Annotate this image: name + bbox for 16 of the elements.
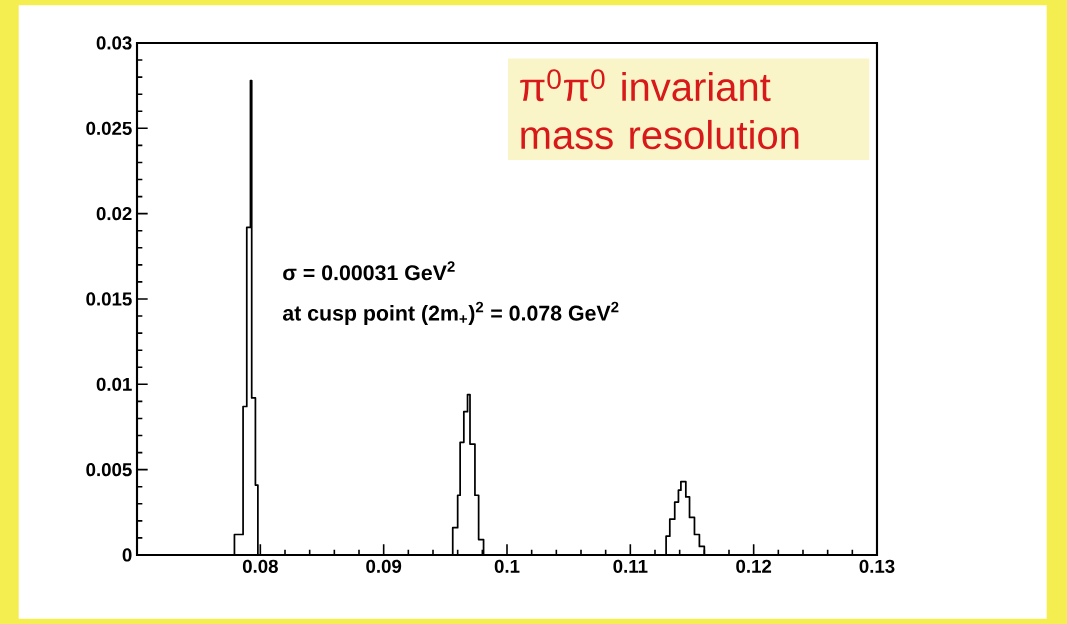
- x-tick-label: 0.08: [242, 559, 278, 573]
- annotation: π$^{0}$π$^{0}$ invariant mass resolution: [520, 69, 799, 150]
- y-tick-label: 0: [122, 548, 132, 562]
- y-tick-label: 0.025: [86, 121, 132, 135]
- y-tick-label: 0.01: [96, 377, 132, 391]
- y-tick-label: 0.005: [86, 463, 132, 477]
- x-tick-label: 0.09: [366, 559, 402, 573]
- y-tick-label: 0.02: [96, 207, 132, 221]
- x-tick-label: 0.13: [859, 559, 895, 573]
- annotation: at cusp point (2m$_{+}$)$^{2}$ = 0.078 GeV$^{2}$: [282, 301, 619, 325]
- x-tick-label: 0.12: [736, 559, 772, 573]
- x-tick-label: 0.1: [494, 559, 520, 573]
- x-tick-label: 0.11: [613, 559, 648, 573]
- annotation: σ = 0.00031 GeV$^{2}$: [283, 261, 455, 281]
- y-tick-label: 0.015: [86, 292, 132, 306]
- y-tick-label: 0.03: [96, 36, 132, 50]
